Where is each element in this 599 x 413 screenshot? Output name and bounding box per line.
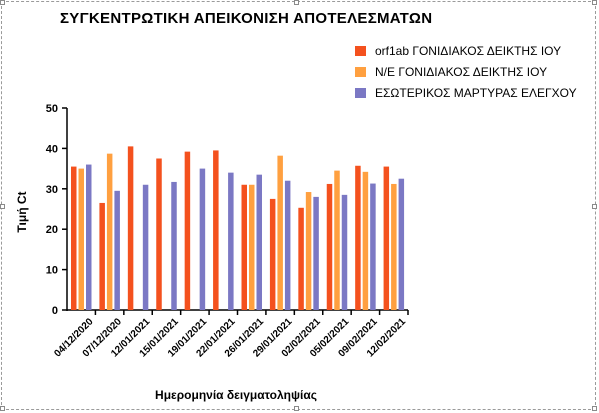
resize-handle[interactable] (0, 0, 5, 5)
bar (142, 184, 149, 310)
legend-swatch (355, 67, 366, 77)
bar (86, 164, 92, 310)
bar (362, 171, 369, 310)
bar (71, 166, 77, 310)
bar (383, 166, 390, 310)
y-tick-label: 40 (46, 143, 58, 155)
bar (313, 196, 319, 310)
bar (269, 198, 276, 310)
bar (298, 207, 304, 310)
legend-label: Ν/Ε ΓΟΝΙΔΙΑΚΟΣ ΔΕΙΚΤΗΣ ΙΟΥ (375, 65, 548, 79)
legend-swatch (355, 46, 366, 56)
bar (256, 174, 262, 310)
y-tick-label: 10 (46, 265, 58, 277)
bar (156, 158, 162, 310)
bar (199, 168, 206, 310)
resize-handle[interactable] (592, 0, 597, 5)
bar (99, 202, 105, 310)
y-tick-label: 0 (52, 305, 58, 317)
bar (305, 192, 312, 310)
bar (391, 183, 397, 310)
resize-handle[interactable] (592, 204, 597, 209)
resize-handle[interactable] (0, 406, 5, 411)
bar (241, 184, 247, 310)
bar (184, 151, 191, 310)
y-tick-label: 20 (46, 224, 58, 236)
bar (114, 190, 120, 310)
legend-label: ΕΣΩΤΕΡΙΚΟΣ ΜΑΡΤΥΡΑΣ ΕΛΕΓΧΟΥ (375, 86, 577, 100)
chart-title: ΣΥΓΚΕΝΤΡΩΤΙΚΗ ΑΠΕΙΚΟΝΙΣΗ ΑΠΟΤΕΛΕΣΜΑΤΩΝ (60, 10, 433, 27)
bar (326, 183, 333, 310)
legend-swatch (355, 88, 366, 98)
bar (171, 181, 177, 310)
bar (334, 170, 340, 310)
bar (78, 168, 84, 310)
bar (355, 165, 361, 310)
bar (213, 150, 219, 310)
y-tick-label: 50 (46, 103, 58, 115)
bar (277, 155, 283, 310)
bar (370, 183, 376, 310)
bar (398, 178, 405, 310)
legend-label: orf1ab ΓΟΝΙΔΙΑΚΟΣ ΔΕΙΚΤΗΣ ΙΟΥ (375, 44, 562, 58)
bar (127, 146, 134, 310)
y-tick-label: 30 (46, 184, 58, 196)
resize-handle[interactable] (0, 204, 5, 209)
bar (249, 184, 255, 310)
bar (341, 194, 348, 310)
bar (106, 153, 113, 310)
x-axis-label: Ημερομηνία δειγματοληψίας (155, 388, 317, 402)
bar (228, 172, 234, 310)
resize-handle[interactable] (592, 406, 597, 411)
resize-handle[interactable] (294, 0, 299, 5)
resize-handle[interactable] (294, 406, 299, 411)
bar (284, 180, 291, 310)
